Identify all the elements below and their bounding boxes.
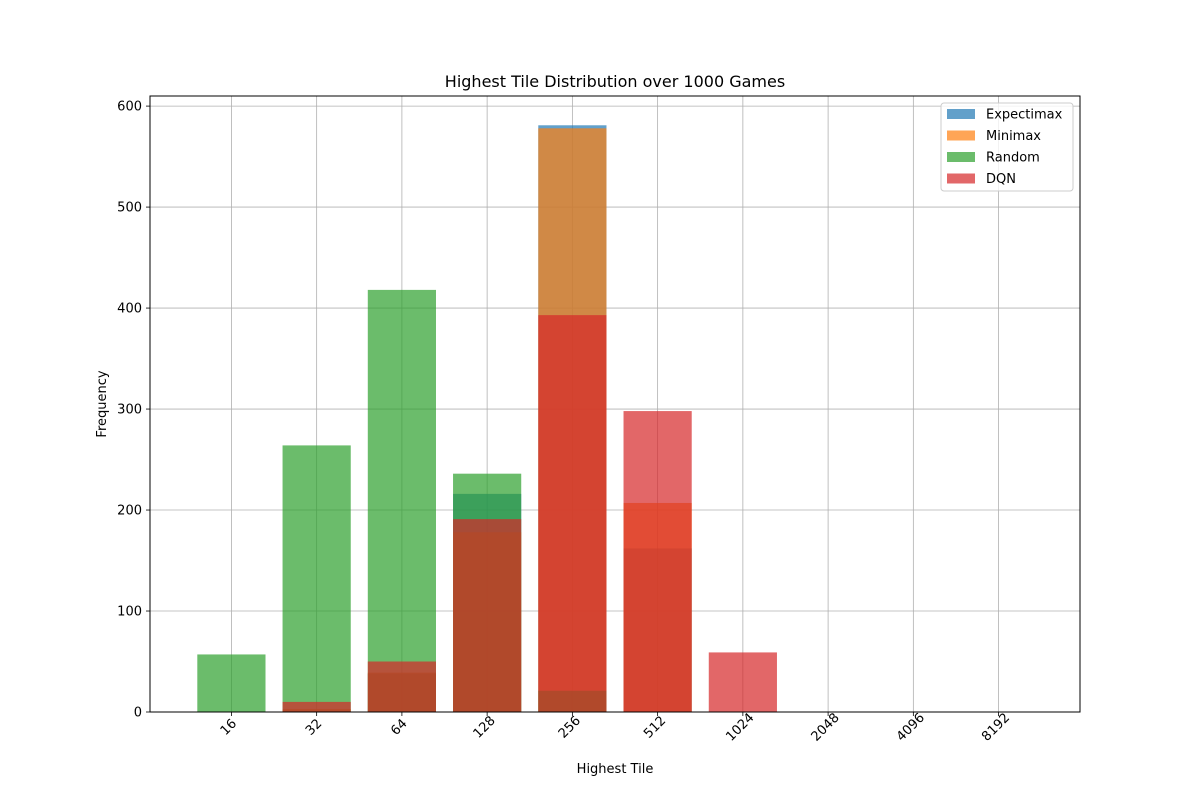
bar-dqn-512	[623, 411, 692, 712]
x-axis-label: Highest Tile	[577, 762, 654, 777]
y-tick-label-500: 500	[117, 201, 142, 216]
legend-box	[940, 102, 1074, 192]
legend-swatch-random	[947, 152, 975, 162]
bar-random-64	[367, 289, 436, 712]
bar-dqn-32	[282, 701, 351, 712]
y-tick-label-600: 600	[117, 100, 142, 115]
chart-title: Highest Tile Distribution over 1000 Game…	[445, 72, 785, 91]
y-tick-label-400: 400	[117, 302, 142, 317]
y-tick-label-100: 100	[117, 605, 142, 620]
bar-random-32	[282, 445, 351, 712]
legend-label-expectimax: Expectimax	[986, 108, 1063, 123]
y-axis-ticks: 0 100 200 300 400 500 600	[117, 100, 150, 721]
plot-frame	[149, 95, 1081, 713]
bar-dqn-128	[453, 519, 522, 712]
bar-random-16	[197, 654, 266, 712]
legend-label-minimax: Minimax	[986, 129, 1041, 144]
y-tick-label-0: 0	[134, 706, 142, 721]
legend-label-dqn: DQN	[986, 172, 1016, 187]
y-tick-label-300: 300	[117, 403, 142, 418]
bar-dqn-256	[538, 315, 607, 712]
legend-swatch-expectimax	[947, 109, 975, 119]
legend-swatch-minimax	[947, 130, 975, 141]
bar-dqn-64	[367, 661, 436, 712]
bars	[197, 125, 777, 712]
y-tick-label-200: 200	[117, 504, 142, 519]
legend: Expectimax Minimax Random DQN	[940, 102, 1074, 192]
legend-label-random: Random	[986, 151, 1040, 166]
bar-dqn-1024	[708, 652, 777, 712]
y-axis-label: Frequency	[95, 370, 110, 437]
legend-swatch-dqn	[947, 173, 975, 184]
